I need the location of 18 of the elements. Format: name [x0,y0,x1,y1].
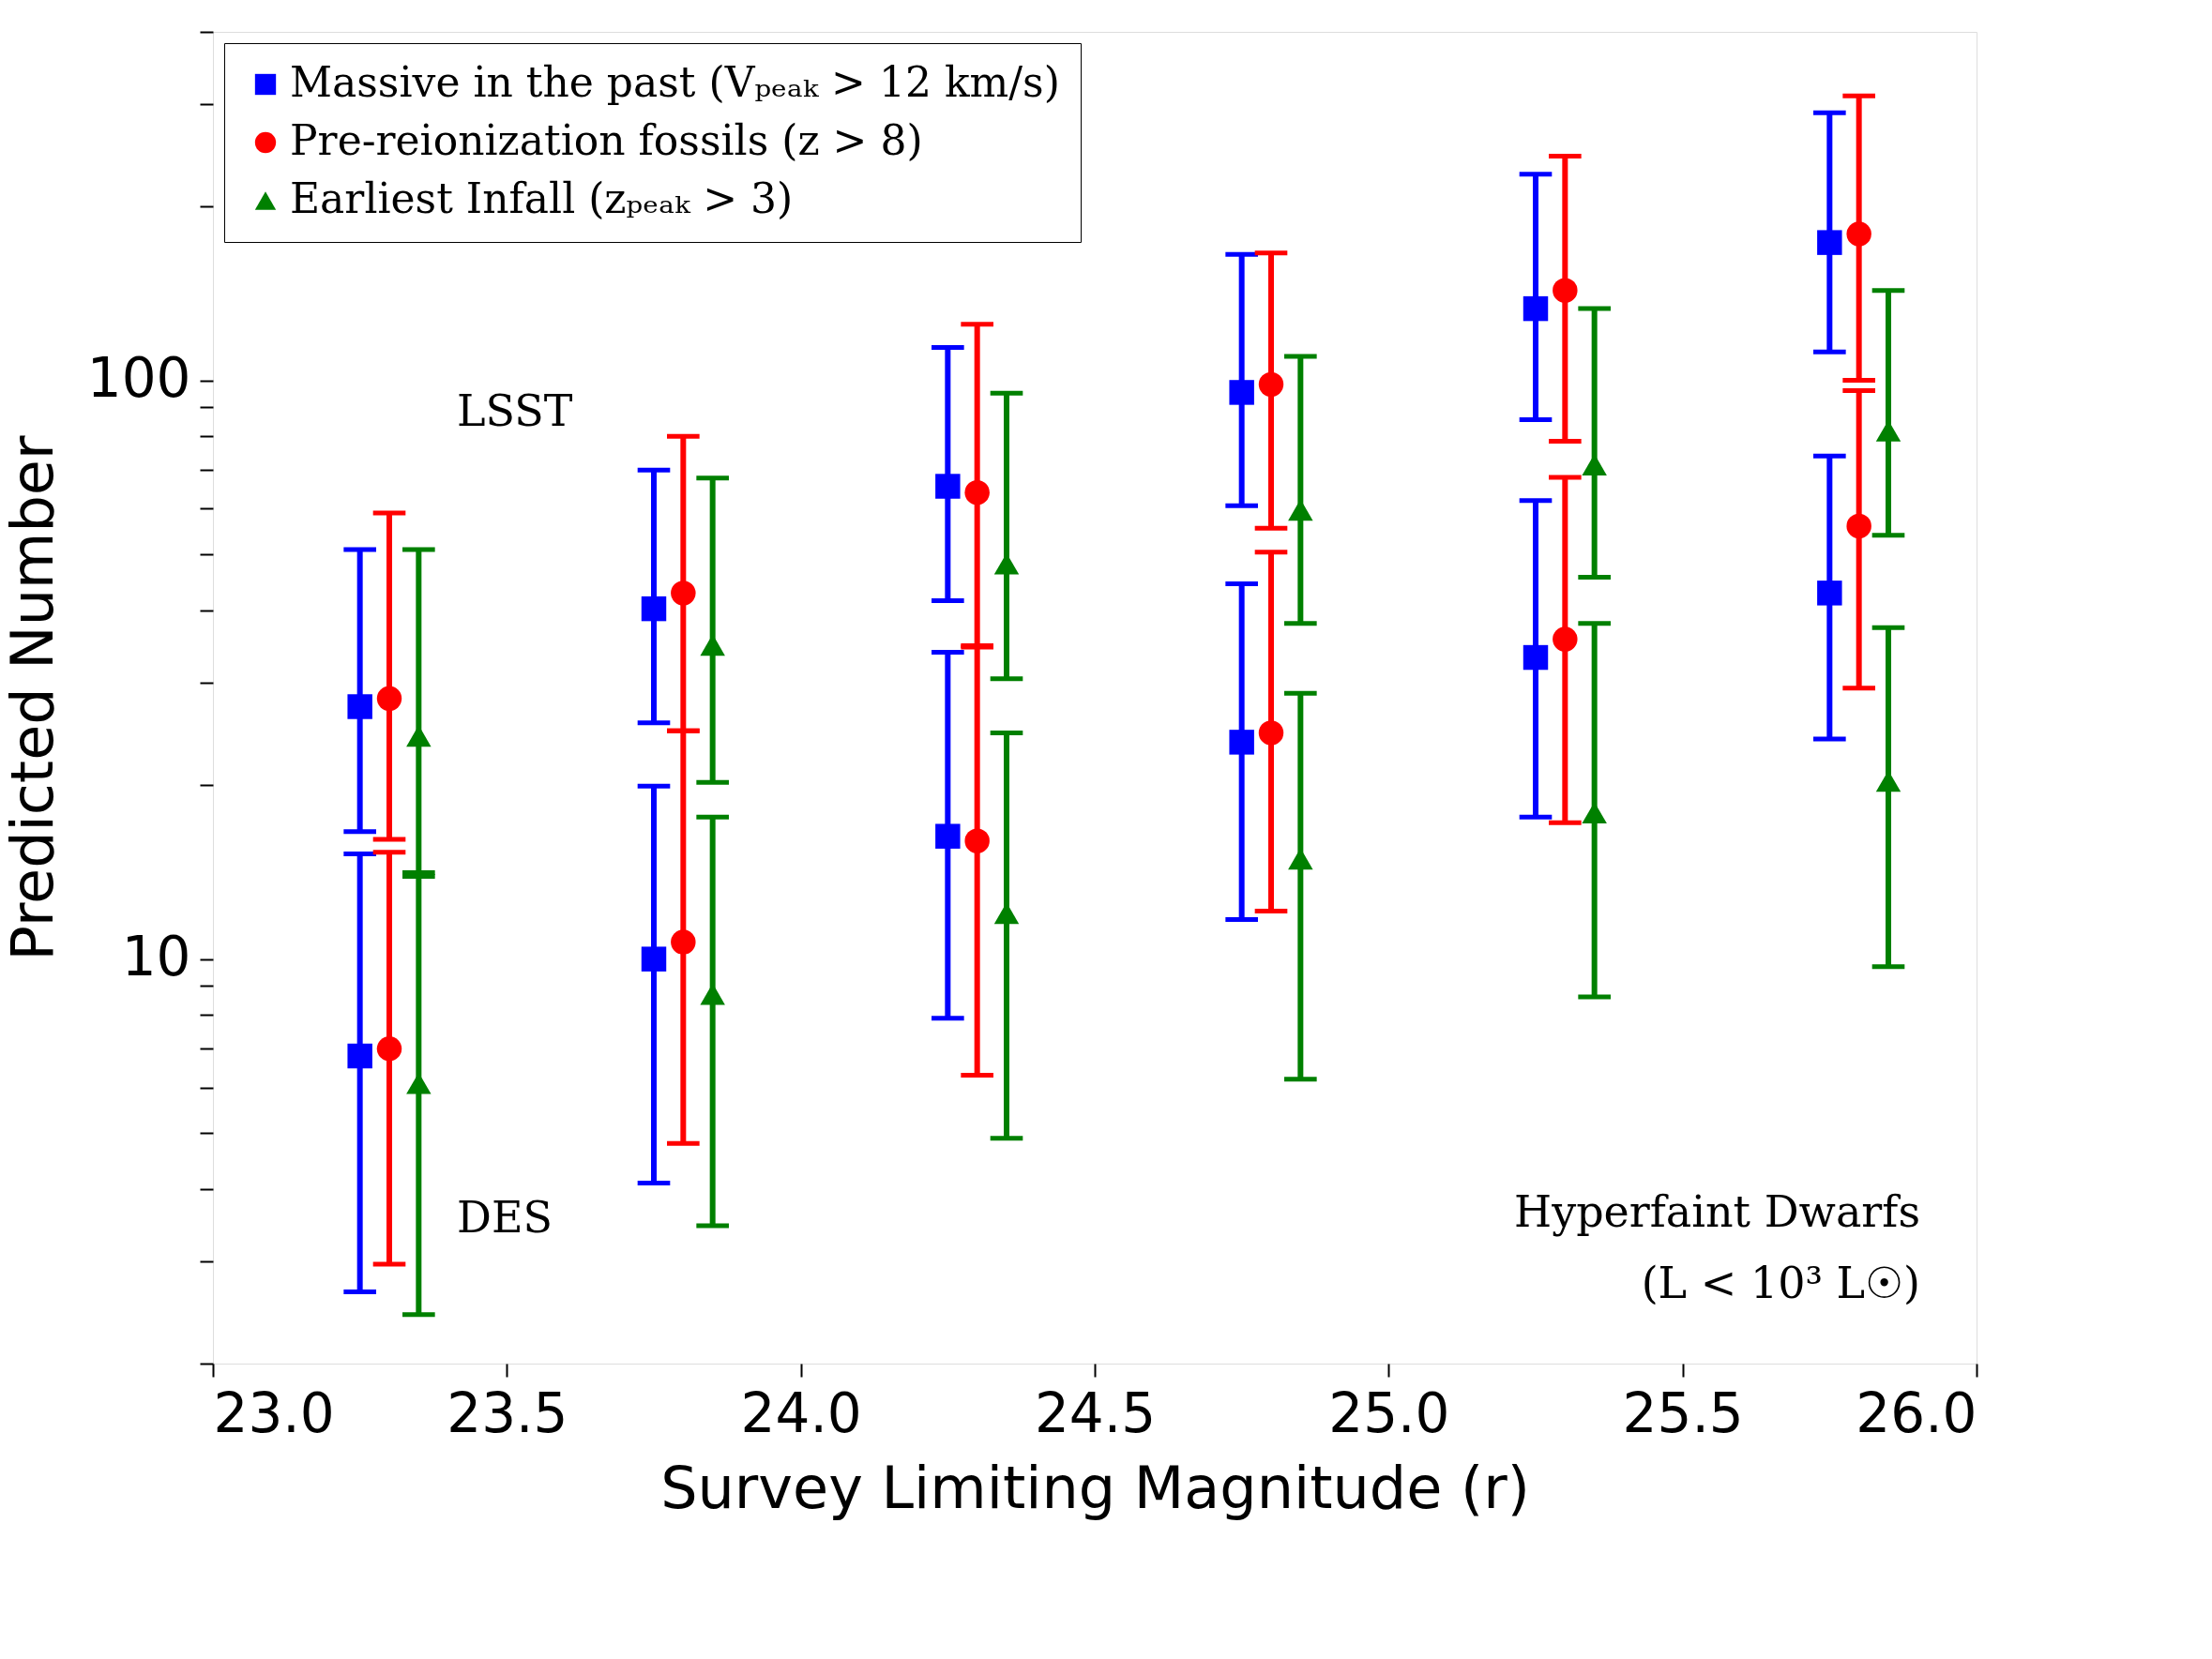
legend-label: Pre-reionization fossils (z > 8) [290,116,923,164]
y-axis-title: Predicted Number [0,435,67,961]
annotation: DES [457,1192,553,1243]
legend-label: Massive in the past (Vₚₑₐₖ > 12 km/s) [290,58,1060,106]
y-tick-label: 10 [121,925,191,989]
legend-label: Earliest Infall (zₚₑₐₖ > 3) [290,174,794,222]
annotation: (L < 10³ L☉) [1641,1258,1920,1308]
x-axis-title: Survey Limiting Magnitude (r) [660,1453,1530,1522]
x-tick-label: 23.0 [213,1380,335,1445]
y-tick-label: 100 [86,346,191,411]
x-tick-label: 25.0 [1328,1380,1450,1445]
annotation: LSST [457,385,573,436]
x-tick-label: 26.0 [1856,1380,1977,1445]
annotation: Hyperfaint Dwarfs [1514,1186,1920,1237]
x-tick-label: 25.5 [1622,1380,1744,1445]
x-tick-label: 24.5 [1034,1380,1157,1445]
x-tick-label: 23.5 [447,1380,568,1445]
x-tick-label: 24.0 [740,1380,862,1445]
